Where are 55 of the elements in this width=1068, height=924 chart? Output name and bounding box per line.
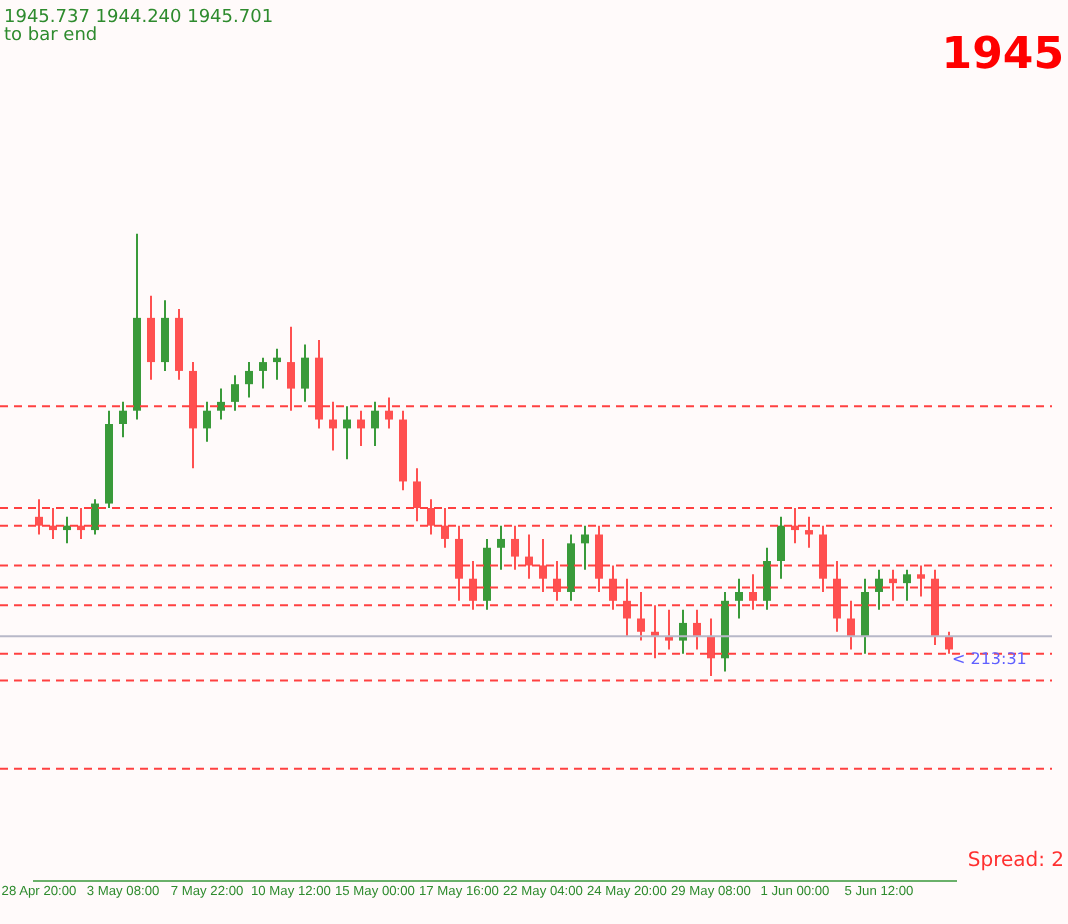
- candlestick: [539, 537, 547, 593]
- candlestick: [441, 506, 449, 549]
- candlestick: [903, 568, 911, 602]
- candlestick: [497, 524, 505, 571]
- candlestick: [889, 568, 897, 602]
- candlestick: [329, 400, 337, 452]
- candlestick: [945, 630, 953, 655]
- candlestick: [147, 294, 155, 381]
- candlestick: [763, 546, 771, 611]
- candlestick: [455, 524, 463, 602]
- candlestick: [161, 299, 169, 372]
- candlestick: [427, 498, 435, 536]
- candlestick: [231, 374, 239, 412]
- candlestick: [665, 608, 673, 651]
- candlestick: [847, 599, 855, 651]
- candlestick: [819, 524, 827, 593]
- candlestick: [413, 467, 421, 523]
- candlestick: [217, 387, 225, 421]
- text: Spread: 2: [967, 850, 1064, 872]
- candlestick: [777, 515, 785, 580]
- candlestick: [861, 577, 869, 655]
- candlestick: [805, 515, 813, 549]
- candlestick: [469, 560, 477, 611]
- candlestick: [917, 564, 925, 598]
- candlestick: [91, 498, 99, 536]
- candlestick: [623, 577, 631, 638]
- candlestick: [511, 524, 519, 571]
- candlestick: [693, 608, 701, 651]
- candlestick: [637, 590, 645, 642]
- candlestick: [371, 400, 379, 448]
- candlestick: [609, 564, 617, 611]
- annotation: < 213:31: [952, 650, 1027, 668]
- candlestick: [357, 409, 365, 448]
- candlestick: [833, 560, 841, 633]
- candlestick: [287, 325, 295, 412]
- candlestick: [875, 568, 883, 611]
- text: 1945.737 1944.240 1945.701: [4, 8, 274, 28]
- candlestick: [735, 577, 743, 620]
- candlestick: [301, 343, 309, 403]
- text: to bar end: [4, 26, 98, 46]
- candlestick: [553, 560, 561, 602]
- candlestick: [385, 396, 393, 430]
- candlestick: [35, 498, 43, 536]
- candlestick: [245, 361, 253, 399]
- candlestick: [343, 405, 351, 461]
- candlestick: [707, 617, 715, 677]
- candlestick: [119, 400, 127, 439]
- candlestick: [581, 524, 589, 571]
- candlestick: [749, 573, 757, 611]
- text: 1945: [941, 30, 1064, 80]
- candlestick: [259, 356, 267, 390]
- candlestick: [595, 524, 603, 593]
- candlestick: [203, 400, 211, 443]
- candlestick: [679, 608, 687, 655]
- candlestick: [273, 347, 281, 381]
